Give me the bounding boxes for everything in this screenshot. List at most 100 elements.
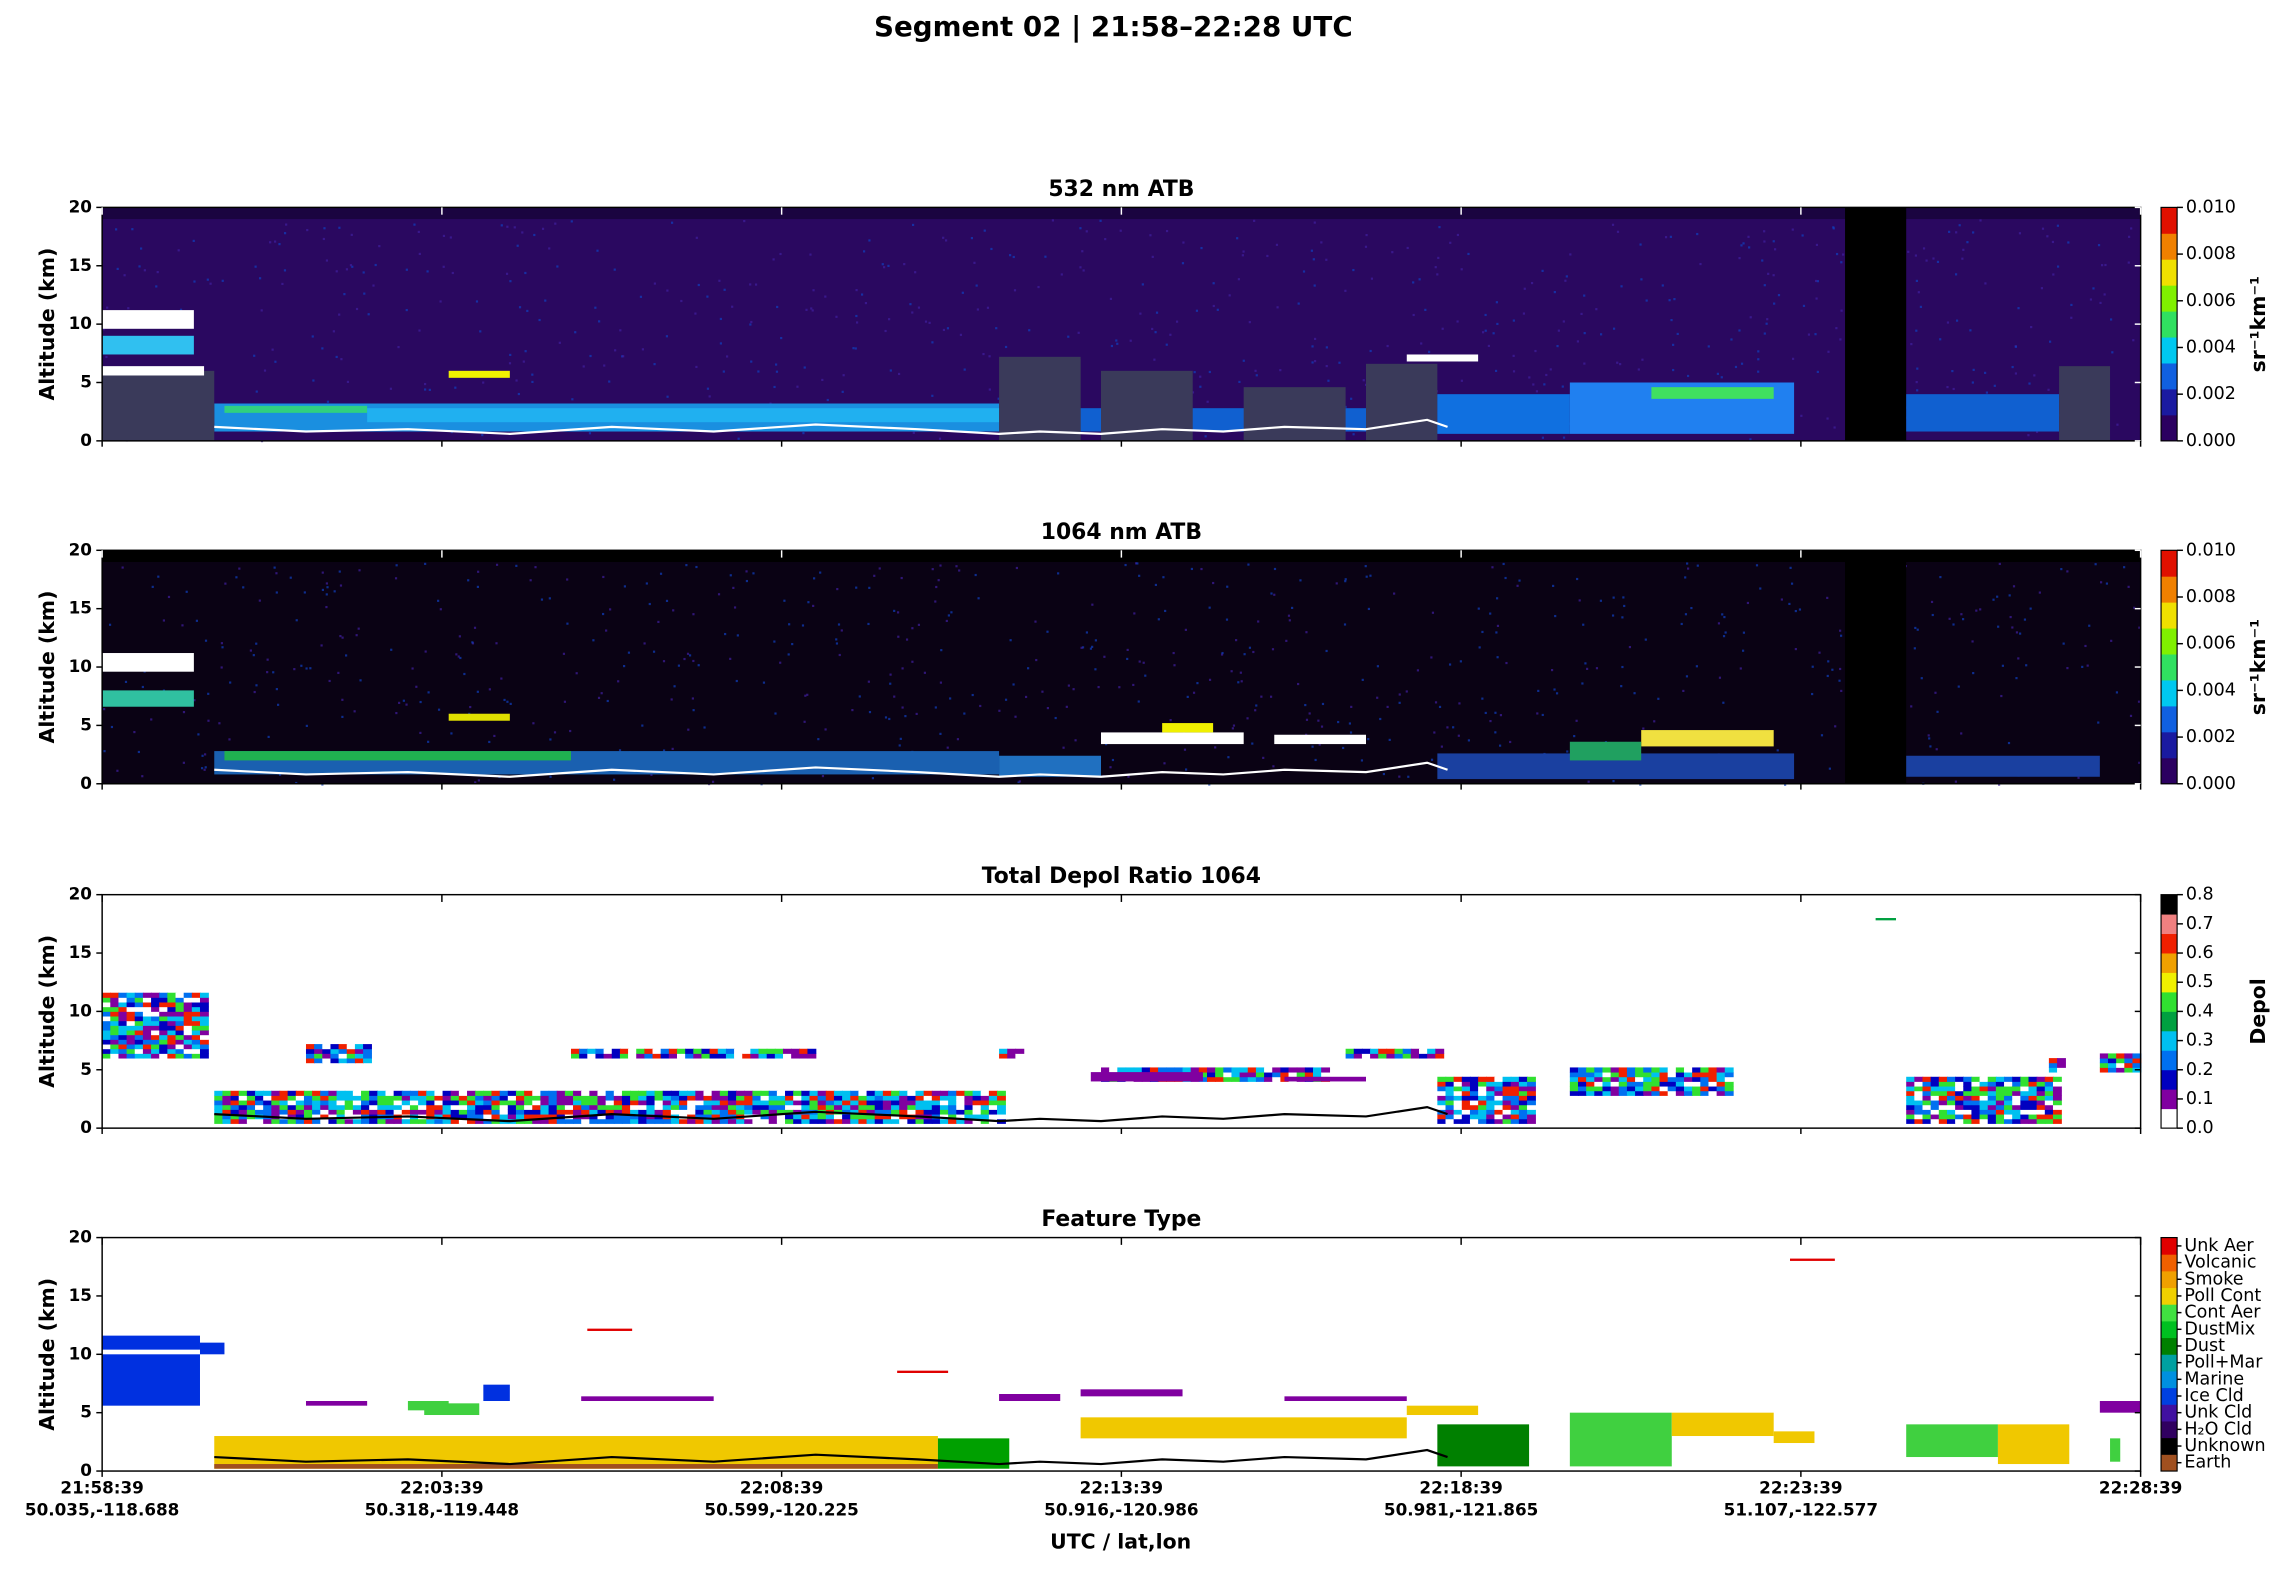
- noise: [893, 695, 896, 698]
- noise: [374, 263, 377, 267]
- texture: [923, 1118, 933, 1124]
- colorbar-tick-label: 0.2: [2186, 1060, 2214, 1080]
- texture: [630, 1114, 639, 1120]
- noise: [255, 642, 258, 645]
- noise: [276, 703, 280, 706]
- texture: [1626, 1067, 1636, 1073]
- texture: [1643, 1081, 1653, 1087]
- texture: [263, 1100, 273, 1106]
- texture: [199, 1039, 209, 1045]
- texture: [997, 1114, 1006, 1120]
- noise: [1637, 368, 1640, 371]
- figure-title: Segment 02 | 21:58–22:28 UTC: [874, 10, 1353, 43]
- noise: [841, 390, 844, 393]
- noise: [685, 564, 688, 567]
- noise: [1275, 243, 1279, 246]
- noise: [1772, 274, 1775, 277]
- noise: [204, 753, 207, 756]
- noise: [1966, 241, 1969, 244]
- texture: [1469, 1100, 1479, 1106]
- noise: [1327, 379, 1330, 382]
- noise: [509, 702, 512, 705]
- noise: [1946, 385, 1949, 389]
- noise: [1512, 319, 1515, 322]
- texture: [1445, 1109, 1455, 1115]
- noise: [1126, 657, 1129, 661]
- texture: [589, 1118, 599, 1124]
- texture: [1312, 1072, 1322, 1078]
- noise: [1916, 367, 1919, 370]
- noise: [2128, 235, 2131, 238]
- noise: [1312, 258, 1315, 261]
- noise: [1746, 601, 1750, 605]
- texture: [167, 1011, 177, 1017]
- noise: [1254, 369, 1257, 372]
- texture: [369, 1100, 379, 1106]
- x-tick-time: 22:18:39: [1419, 1478, 1502, 1498]
- noise: [457, 655, 460, 658]
- texture: [1930, 1076, 1940, 1082]
- noise: [835, 638, 838, 641]
- noise: [473, 626, 477, 629]
- noise: [1528, 376, 1531, 379]
- texture: [662, 1100, 672, 1106]
- noise: [1543, 383, 1546, 386]
- noise: [1386, 344, 1389, 348]
- noise: [1481, 331, 1485, 334]
- noise: [475, 300, 479, 303]
- texture: [191, 1039, 201, 1045]
- texture: [668, 1048, 678, 1054]
- panel-title: 1064 nm ATB: [1041, 520, 1202, 545]
- texture: [654, 1090, 664, 1096]
- noise: [500, 677, 503, 680]
- texture: [1963, 1086, 1973, 1092]
- colorbar-swatch: [2161, 1287, 2178, 1305]
- noise: [402, 699, 405, 702]
- texture: [1502, 1114, 1512, 1120]
- colorbar-tick-label: 0.7: [2186, 914, 2214, 934]
- noise: [266, 671, 269, 674]
- texture: [102, 1011, 112, 1017]
- texture: [776, 1095, 786, 1101]
- noise: [657, 620, 660, 624]
- texture: [151, 1020, 160, 1026]
- noise: [1367, 738, 1370, 741]
- noise: [1790, 582, 1794, 585]
- texture: [630, 1095, 639, 1101]
- texture: [2020, 1118, 2030, 1124]
- noise: [2048, 340, 2052, 343]
- texture: [475, 1118, 485, 1124]
- noise: [672, 609, 675, 612]
- noise: [1272, 765, 1275, 768]
- noise: [1305, 718, 1309, 721]
- noise: [1248, 321, 1251, 324]
- texture: [1963, 1095, 1973, 1101]
- texture: [1255, 1067, 1265, 1073]
- texture: [305, 1044, 315, 1050]
- texture: [328, 1109, 338, 1115]
- noise: [1948, 230, 1951, 233]
- noise: [1433, 731, 1436, 734]
- noise: [341, 698, 344, 701]
- texture: [695, 1118, 705, 1124]
- texture: [1149, 1067, 1159, 1073]
- texture: [159, 1048, 169, 1054]
- texture: [1518, 1100, 1528, 1106]
- texture: [352, 1095, 362, 1101]
- noise: [1915, 279, 1918, 282]
- texture: [183, 997, 193, 1003]
- texture: [1979, 1109, 1989, 1115]
- texture: [255, 1109, 264, 1115]
- noise: [2105, 582, 2109, 585]
- noise: [2019, 632, 2022, 635]
- texture: [110, 1030, 120, 1036]
- colorbar-step: [2161, 757, 2178, 785]
- texture: [409, 1100, 419, 1106]
- noise: [141, 775, 144, 778]
- texture: [2012, 1076, 2022, 1082]
- texture: [1963, 1081, 1973, 1087]
- x-tick-time: 22:03:39: [400, 1478, 483, 1498]
- texture: [825, 1104, 835, 1110]
- texture: [1486, 1076, 1496, 1082]
- texture: [1461, 1076, 1471, 1082]
